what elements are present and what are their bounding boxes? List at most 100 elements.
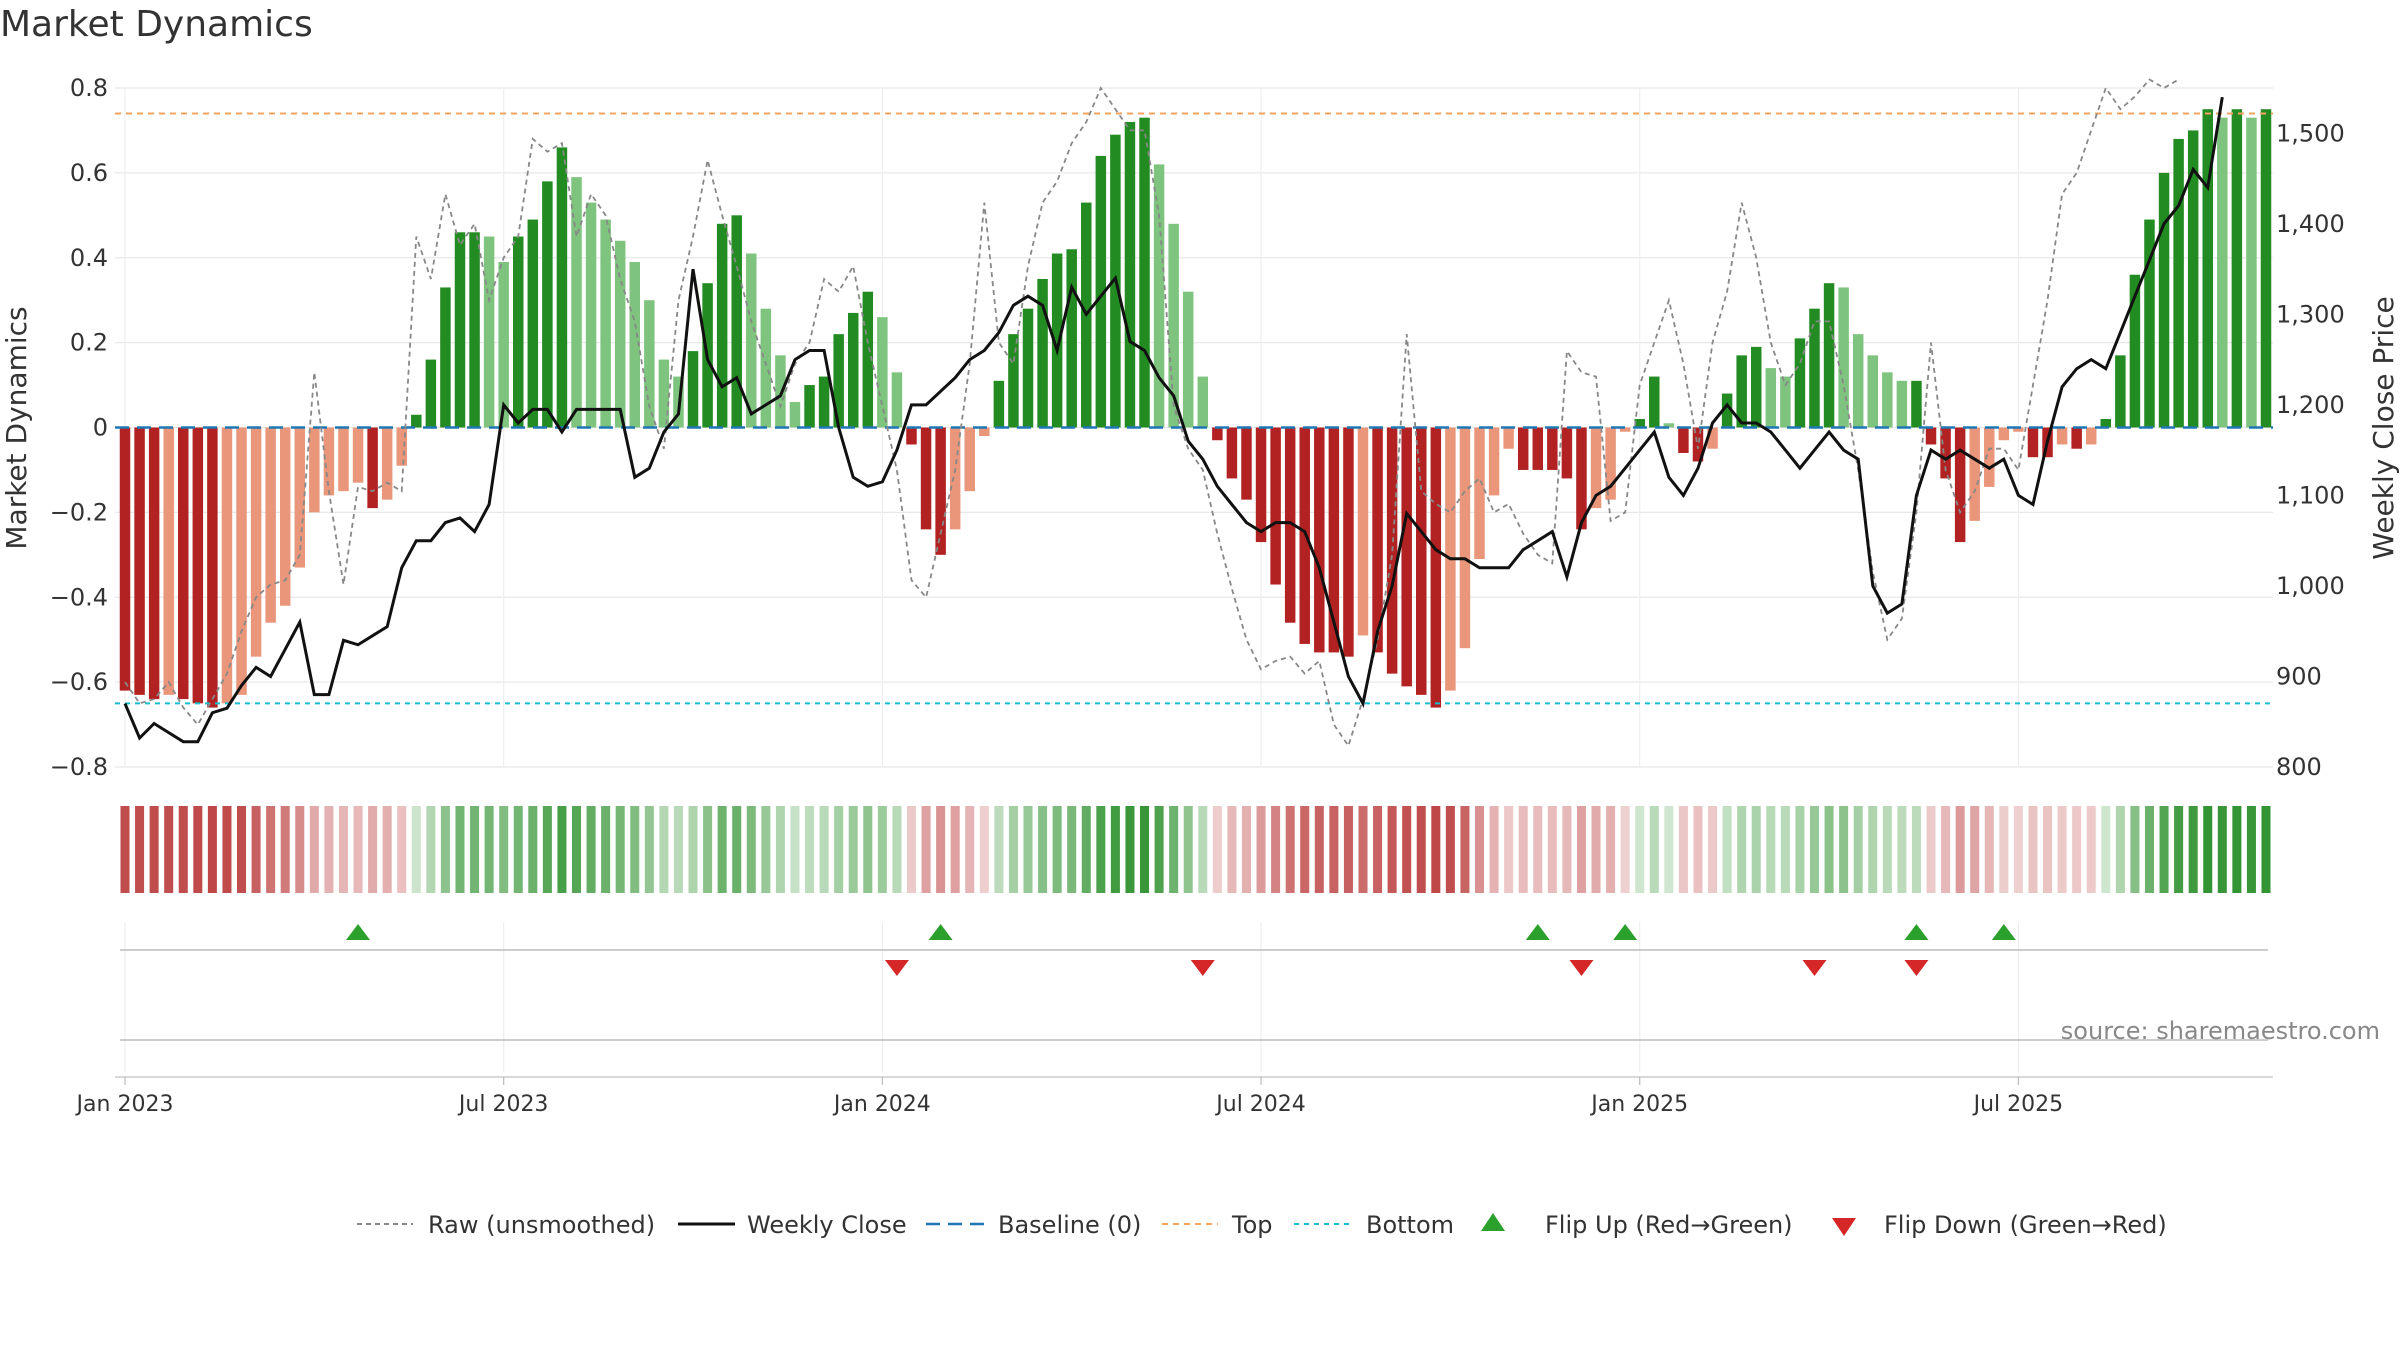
regime-cell xyxy=(2144,806,2154,893)
bar xyxy=(440,287,451,428)
x-tick-label: Jul 2024 xyxy=(1214,1092,1306,1117)
bar xyxy=(1896,380,1908,428)
bar xyxy=(1270,427,1281,585)
bar xyxy=(352,427,364,483)
legend: Raw (unsmoothed) Weekly Close Baseline (… xyxy=(357,1211,2167,1239)
bar xyxy=(644,300,655,428)
regime-cell xyxy=(863,806,873,893)
regime-cell xyxy=(1256,806,1266,893)
bar xyxy=(323,427,335,496)
regime-cell xyxy=(295,806,305,893)
legend-top-label: Top xyxy=(1231,1211,1273,1239)
bar xyxy=(629,261,641,428)
bar xyxy=(1634,419,1645,428)
bar xyxy=(1852,334,1864,428)
regime-cell xyxy=(397,806,407,893)
close-series-line xyxy=(123,96,2224,744)
bar xyxy=(469,232,480,428)
bar xyxy=(1663,423,1675,428)
regime-cell xyxy=(2174,806,2184,893)
bar xyxy=(454,232,466,428)
bar xyxy=(207,427,218,708)
regime-cell xyxy=(1110,806,1120,893)
regime-cell xyxy=(746,806,756,893)
bar xyxy=(2071,427,2082,449)
regime-cell xyxy=(1198,806,1208,893)
bar xyxy=(862,291,874,428)
bar xyxy=(1212,427,1223,441)
y-tick-label: 0.2 xyxy=(70,329,108,357)
regime-cell xyxy=(1809,806,1820,893)
bar xyxy=(2246,117,2257,428)
bar xyxy=(1576,427,1587,530)
bar xyxy=(2158,172,2170,428)
bar xyxy=(1750,346,1762,428)
regime-cell xyxy=(703,806,713,893)
bar xyxy=(1925,427,1937,445)
bar xyxy=(891,372,903,428)
regime-cell xyxy=(1416,806,1426,893)
regime-cell xyxy=(2232,806,2242,893)
chart-title: Market Dynamics xyxy=(0,4,313,45)
bar xyxy=(1284,427,1296,623)
bar xyxy=(1532,427,1544,470)
bar xyxy=(2217,117,2228,428)
bar xyxy=(585,202,597,428)
regime-cell xyxy=(338,806,348,893)
regime-cell xyxy=(1839,806,1849,893)
regime-cell xyxy=(1431,806,1441,893)
bar xyxy=(294,427,306,568)
regime-cell xyxy=(1067,806,1077,893)
regime-cell xyxy=(1460,806,1470,893)
regime-cell xyxy=(1722,806,1732,893)
legend-flip-up-icon xyxy=(1481,1213,1505,1231)
regime-cell xyxy=(2130,806,2140,893)
bar xyxy=(731,215,742,428)
regime-cell xyxy=(659,806,669,893)
regime-cell xyxy=(1387,806,1397,893)
flip-up-icon xyxy=(928,924,953,940)
bar xyxy=(542,181,553,428)
regime-cell xyxy=(1183,806,1193,893)
bar xyxy=(309,427,320,513)
regime-cell xyxy=(848,806,858,893)
bar xyxy=(1066,249,1077,428)
bar xyxy=(964,427,975,492)
flip-up-icon xyxy=(346,924,371,940)
bar xyxy=(1474,427,1485,560)
bar xyxy=(789,402,801,428)
regime-cell xyxy=(207,806,217,893)
bar xyxy=(1765,368,1777,428)
bar xyxy=(1197,376,1209,428)
bar xyxy=(367,427,378,509)
bar xyxy=(1954,427,1966,543)
y2-tick-label: 1,400 xyxy=(2276,210,2345,238)
bar xyxy=(527,219,539,428)
flip-up-icon xyxy=(1904,924,1929,940)
flip-down-icon xyxy=(884,960,909,976)
regime-cell xyxy=(2101,806,2111,893)
regime-cell xyxy=(149,806,159,893)
regime-cell xyxy=(644,806,654,893)
bar xyxy=(818,376,830,428)
bar xyxy=(498,261,509,428)
regime-cell xyxy=(2086,806,2096,893)
regime-cell xyxy=(921,806,931,893)
regime-cell xyxy=(484,806,494,893)
bar xyxy=(1940,427,1951,479)
bar xyxy=(1488,427,1500,496)
regime-cell xyxy=(1358,806,1368,893)
bar xyxy=(920,427,932,530)
regime-cell xyxy=(906,806,917,893)
regime-strip xyxy=(120,806,2271,893)
bar xyxy=(775,355,786,428)
regime-cell xyxy=(1795,806,1805,893)
bar xyxy=(1255,427,1267,543)
regime-cell xyxy=(2188,806,2198,893)
bar xyxy=(687,351,699,428)
regime-cell xyxy=(382,806,392,893)
regime-cell xyxy=(1474,806,1485,893)
regime-cell xyxy=(1926,806,1936,893)
raw-series-line xyxy=(124,78,2180,748)
